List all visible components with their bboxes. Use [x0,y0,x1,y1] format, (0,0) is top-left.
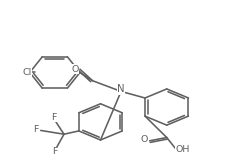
Text: N: N [117,85,125,94]
Text: F: F [53,147,58,156]
Text: F: F [51,113,57,122]
Text: O: O [71,65,79,74]
Text: F: F [34,125,39,134]
Text: Cl: Cl [23,68,32,77]
Text: OH: OH [175,145,190,154]
Text: O: O [141,135,148,144]
